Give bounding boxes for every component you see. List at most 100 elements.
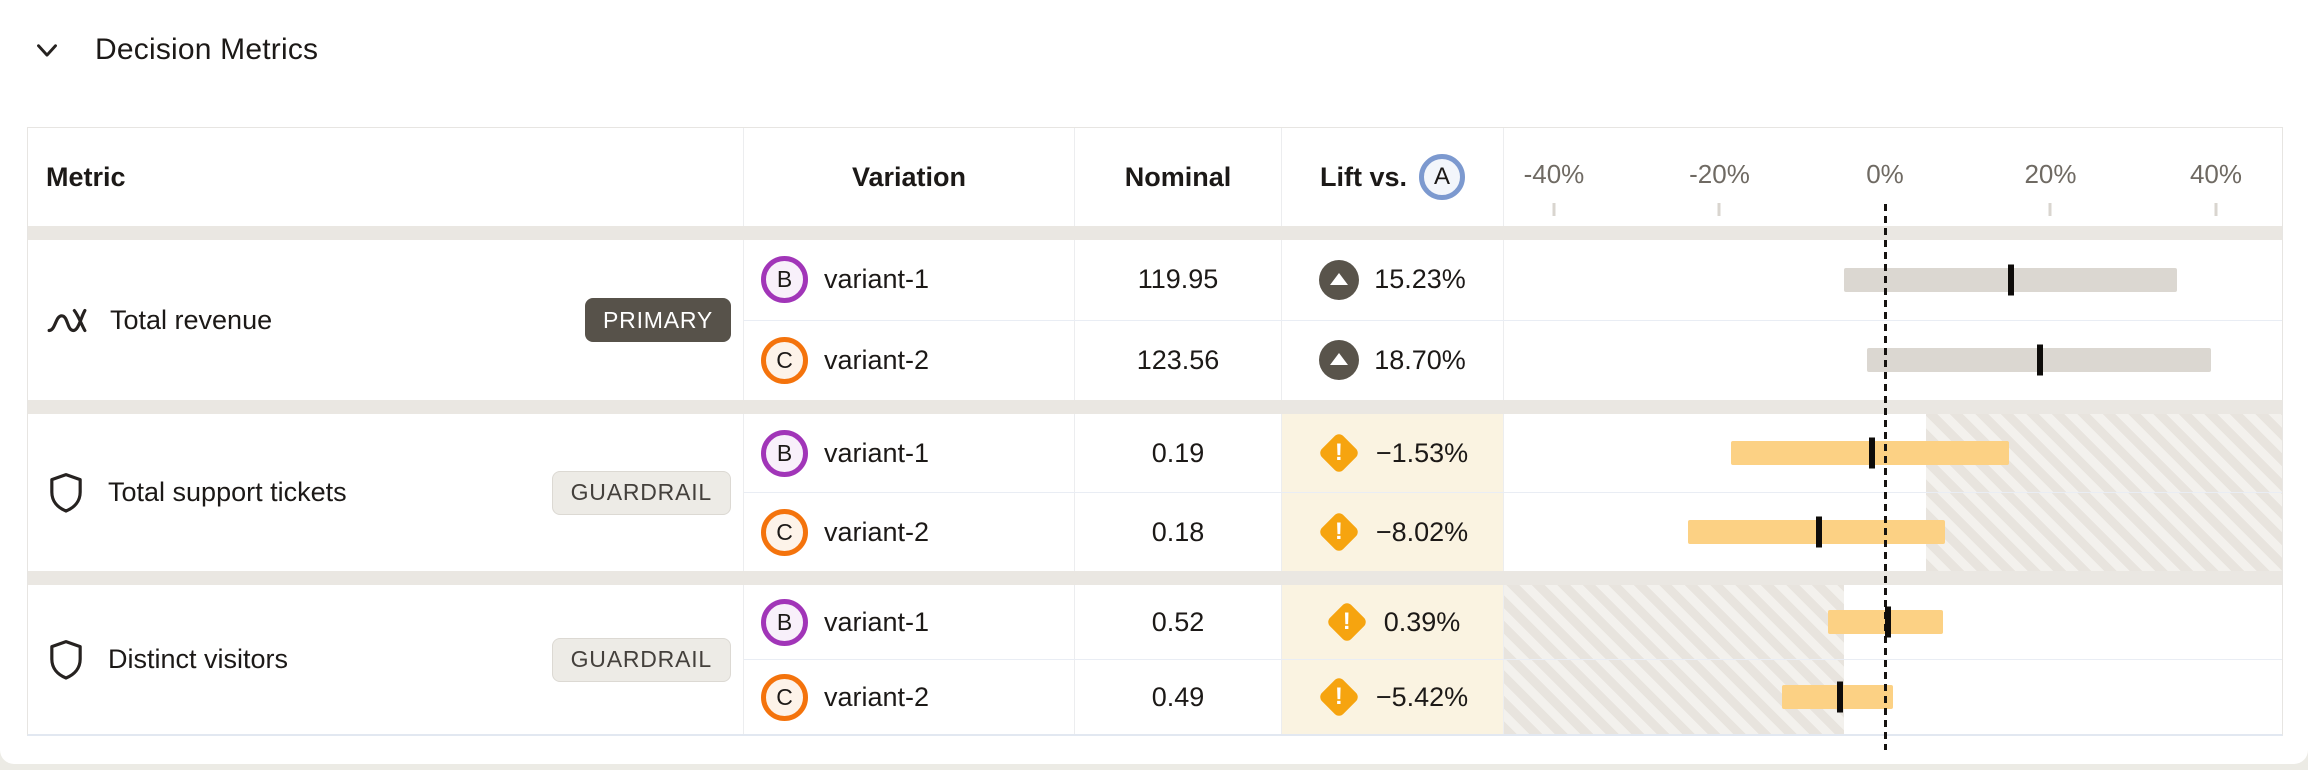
warning-diamond-icon: ! [1317,675,1361,719]
baseline-variation-badge[interactable]: A [1419,154,1465,200]
lift-axis-header: -40% -20% 0% 20% 40% [1504,128,2282,226]
variation-key-badge: C [761,673,808,721]
variation-key-badge: B [761,598,808,646]
collapse-section-button[interactable] [27,30,67,70]
zero-lift-dotted-line [1884,204,1887,750]
lift-cell: ! −1.53% [1282,414,1504,492]
axis-tick-label: -40% [1523,159,1585,190]
metric-name: Total support tickets [108,477,347,507]
lift-value: 18.70% [1374,344,1466,375]
lift-point-marker [1837,681,1844,713]
metric-tag-guardrail: GUARDRAIL [551,637,731,682]
metric-group-distinct-visitors: Distinct visitors GUARDRAIL B variant-1 … [28,585,2282,734]
lift-cell: ! 0.39% [1282,585,1504,659]
variation-key-badge: B [761,429,808,477]
metric-name: Total revenue [110,304,273,335]
nominal-value: 123.56 [1075,320,1282,400]
lift-up-icon [1319,340,1360,381]
variant-row: C variant-2 123.56 ! 18.70% [744,320,2282,401]
variation-cell: C variant-2 [744,320,1075,400]
variation-name: variant-2 [824,344,930,375]
column-header-metric: Metric [28,128,744,226]
axis-tick-mark [1717,203,1721,216]
metric-tag-guardrail: GUARDRAIL [551,470,731,515]
variation-cell: C variant-2 [744,660,1075,734]
variation-cell: C variant-2 [744,493,1075,571]
axis-tick-mark [2214,203,2218,216]
lift-point-marker [1815,516,1822,548]
lift-cell: ! 15.23% [1282,240,1504,320]
lift-value: 0.39% [1383,606,1461,637]
variant-row: B variant-1 0.52 ! 0.39% [744,585,2282,660]
variant-row: C variant-2 0.18 ! −8.02% [744,493,2282,571]
variation-key-badge: B [761,256,808,304]
ci-chart-cell [1504,414,2282,492]
variant-row: C variant-2 0.49 ! −5.42% [744,660,2282,734]
axis-tick-label: 0% [1866,159,1904,190]
lift-cell: ! 18.70% [1282,320,1504,400]
lift-point-marker [2008,264,2015,296]
axis-tick-mark [1552,203,1556,216]
lift-point-marker [1869,437,1876,469]
variant-row: B variant-1 119.95 ! 15.23% [744,240,2282,321]
warning-diamond-icon: ! [1317,431,1361,475]
nominal-value: 0.52 [1075,585,1282,659]
metric-tag-primary: PRIMARY [585,298,731,342]
variation-name: variant-1 [824,606,930,637]
ci-chart-cell [1504,321,2282,401]
metric-cell: Total revenue PRIMARY [28,240,744,400]
lift-point-marker [1885,606,1892,638]
lift-value: −1.53% [1375,437,1469,468]
metric-cell: Distinct visitors GUARDRAIL [28,585,744,734]
variation-cell: B variant-1 [744,414,1075,492]
section-header: Decision Metrics [27,30,318,70]
axis-tick-label: 40% [2189,159,2243,190]
variation-name: variant-1 [824,264,930,295]
variation-cell: B variant-1 [744,240,1075,320]
variation-name: variant-2 [824,516,930,547]
decision-metrics-table: Metric Variation Nominal Lift vs. A -40%… [27,127,2283,750]
column-header-variation: Variation [744,128,1075,226]
variant-row: B variant-1 0.19 ! −1.53% [744,414,2282,493]
ci-chart-cell [1504,493,2282,571]
variation-name: variant-1 [824,437,930,468]
lift-value: 15.23% [1374,264,1466,295]
trend-line-icon [47,308,87,333]
group-separator [28,400,2282,414]
guardrail-zone-hatch [1504,585,1844,659]
table-header-row: Metric Variation Nominal Lift vs. A -40%… [28,128,2282,226]
variation-cell: B variant-1 [744,585,1075,659]
lift-value: −5.42% [1375,681,1469,712]
shield-icon [50,472,82,513]
lift-cell: ! −8.02% [1282,493,1504,571]
lift-cell: ! −5.42% [1282,660,1504,734]
nominal-value: 0.19 [1075,414,1282,492]
metric-name: Distinct visitors [108,644,289,674]
group-separator [28,571,2282,585]
axis-tick-mark [2048,203,2052,216]
metric-group-total-support-tickets: Total support tickets GUARDRAIL B varian… [28,414,2282,571]
warning-diamond-icon: ! [1317,510,1361,554]
lift-point-marker [2036,344,2043,376]
lift-vs-label: Lift vs. [1319,161,1407,192]
nominal-value: 0.49 [1075,660,1282,734]
column-header-nominal: Nominal [1075,128,1282,226]
variation-key-badge: C [761,336,808,384]
guardrail-zone-hatch [1926,493,2282,571]
section-title: Decision Metrics [95,33,319,66]
group-separator [28,226,2282,240]
shield-icon [50,639,82,680]
column-header-lift: Lift vs. A [1282,128,1504,226]
ci-chart-cell [1504,660,2282,734]
variation-name: variant-2 [824,681,930,712]
axis-tick-label: 20% [2024,159,2077,190]
warning-diamond-icon: ! [1325,600,1369,644]
ci-chart-cell [1504,240,2282,320]
axis-tick-label: -20% [1689,159,1750,190]
metric-cell: Total support tickets GUARDRAIL [28,414,744,571]
lift-value: −8.02% [1375,516,1469,547]
lift-up-icon [1319,259,1360,300]
variation-key-badge: C [761,508,808,556]
chevron-down-icon [37,44,57,57]
nominal-value: 0.18 [1075,493,1282,571]
